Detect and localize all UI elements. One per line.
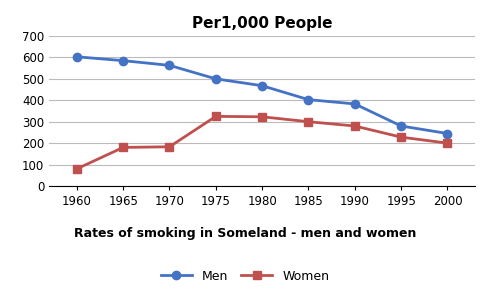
Women xyxy=(213,115,219,118)
Women xyxy=(74,167,80,171)
Women xyxy=(306,120,312,124)
Men xyxy=(74,55,80,58)
Men xyxy=(213,77,219,81)
Women xyxy=(398,135,404,139)
Men xyxy=(444,132,450,135)
Men xyxy=(398,124,404,128)
Legend: Men, Women: Men, Women xyxy=(156,265,334,288)
Women xyxy=(167,145,172,148)
Women xyxy=(120,146,126,149)
Women xyxy=(444,141,450,145)
Men xyxy=(120,59,126,62)
Women xyxy=(352,124,358,128)
Men xyxy=(259,84,265,88)
Men xyxy=(352,102,358,106)
Text: Rates of smoking in Someland - men and women: Rates of smoking in Someland - men and w… xyxy=(74,227,416,241)
Men xyxy=(306,98,312,101)
Men xyxy=(167,64,172,67)
Line: Men: Men xyxy=(73,52,452,138)
Line: Women: Women xyxy=(73,112,452,173)
Women xyxy=(259,115,265,119)
Title: Per1,000 People: Per1,000 People xyxy=(192,16,332,31)
